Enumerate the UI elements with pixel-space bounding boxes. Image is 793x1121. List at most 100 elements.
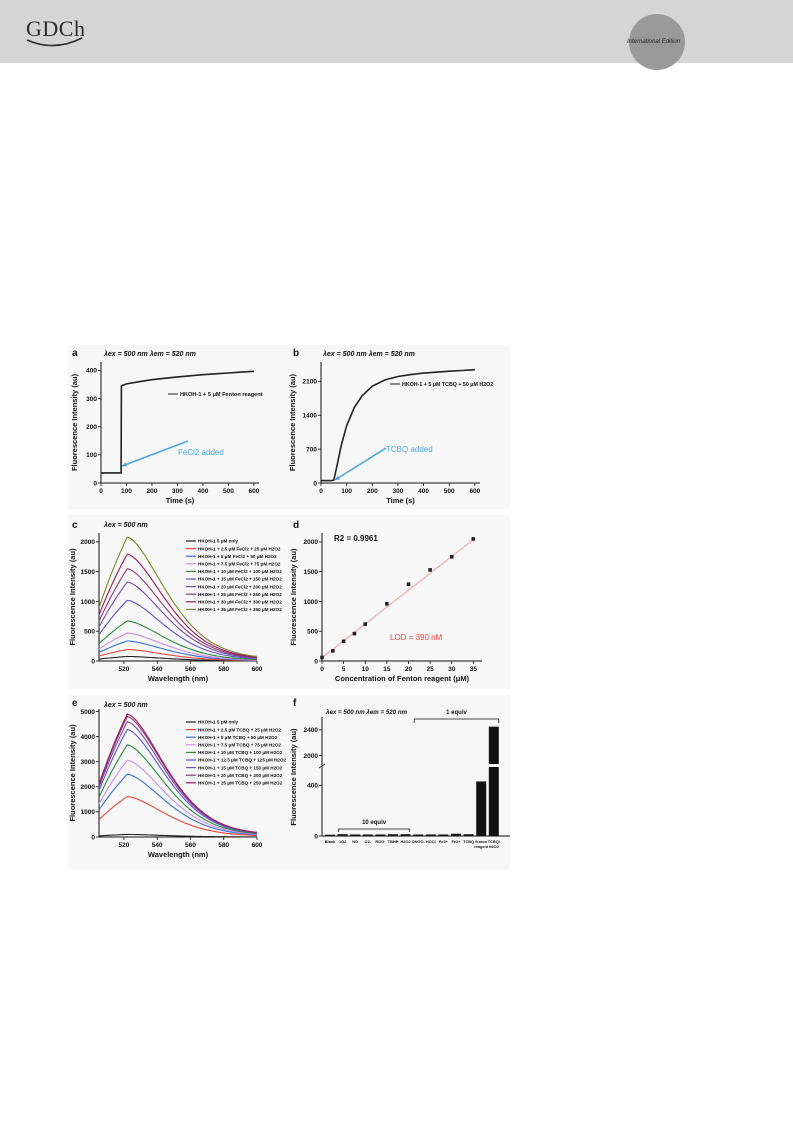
x-tick-label: 400 (418, 488, 429, 495)
x-tick-label: 540 (152, 666, 163, 673)
legend-label: HKOH-1 + 5 μM TCBQ + 50 μM H2O2 (198, 735, 278, 740)
data-point (471, 537, 476, 541)
legend-label: HKOH-1 + 20 μM TCBQ + 200 μM H2O2 (198, 773, 283, 778)
y-axis-label: Fluorescence Intensity (au) (289, 728, 298, 826)
data-point (449, 555, 454, 559)
y-axis-label: Fluorescence Intensity (au) (70, 373, 79, 471)
x-tick-label: 520 (119, 666, 130, 673)
category-label: O2- (365, 839, 372, 844)
category-label: ROO· (375, 839, 385, 844)
series-line (321, 368, 475, 482)
x-axis-label: Wavelength (nm) (148, 850, 209, 859)
annotation-label: FeCl2 added (178, 448, 224, 457)
bar (438, 834, 449, 836)
bar (400, 834, 411, 836)
spectrum-line (98, 632, 258, 661)
bar (337, 834, 348, 836)
x-tick-label: 400 (198, 488, 209, 495)
axis-break (318, 763, 326, 769)
x-tick-label: 35 (470, 666, 478, 673)
y-tick-label: 0 (314, 833, 318, 840)
legend-label: HKOH-1 + 20 μM FeCl2 + 200 μM H2O2 (198, 584, 282, 589)
annotation-label: TCBQ added (386, 445, 433, 454)
y-tick-label: 1500 (304, 569, 319, 576)
legend-label: HKOH-1 + 35 μM FeCl2 + 350 μM H2O2 (198, 607, 282, 612)
y-axis-label: Fluorescence Intensity (au) (68, 724, 77, 822)
spectrum-line (98, 648, 257, 662)
y-tick-label: 1000 (81, 599, 96, 606)
spectrum-line (98, 773, 258, 836)
x-tick-label: 600 (469, 488, 480, 495)
y-tick-label: 100 (86, 452, 97, 459)
y-tick-label: 2400 (304, 727, 319, 734)
legend-label: HKOH-1 + 2.5 μM FeCl2 + 25 μM H2O2 (198, 546, 281, 551)
x-tick-label: 200 (147, 488, 158, 495)
bar (463, 834, 474, 836)
x-tick-label: 580 (218, 842, 229, 849)
panel-letter: f (293, 698, 297, 709)
legend-label: HKOH-1 5 μM only (198, 720, 239, 725)
panel-letter: c (72, 520, 78, 531)
y-tick-label: 2000 (304, 539, 319, 546)
spectrum-line (98, 581, 258, 659)
x-tick-label: 300 (172, 488, 183, 495)
spectrum-line (98, 713, 258, 833)
gdch-logo-mark: GDCh (26, 16, 85, 47)
spectrum-line (98, 620, 258, 661)
y-tick-label: 0 (313, 480, 317, 487)
panel-letter: a (72, 348, 78, 359)
bar (413, 834, 424, 836)
y-tick-label: 400 (86, 368, 97, 375)
legend-label: HKOH-1 + 5 μM Fenton reagent (180, 392, 263, 398)
data-point (341, 639, 346, 644)
y-tick-label: 0 (91, 658, 95, 665)
spectrum-line (98, 640, 257, 661)
y-tick-label: 300 (86, 396, 97, 403)
y-tick-label: 2100 (303, 379, 318, 386)
panel-e: 520 540 560 580 600 0 1000 2000 3000 4000 5000 Wave… (68, 698, 287, 859)
category-label: H2O2 (401, 839, 412, 844)
y-tick-label: 400 (307, 783, 318, 790)
panel-letter: e (72, 698, 78, 709)
conditions-label: λex = 500 nm λem = 520 nm (322, 350, 415, 358)
x-axis-label: Wavelength (nm) (148, 674, 209, 683)
spectrum-line (98, 744, 258, 835)
legend-label: HKOH-1 + 15 μM TCBQ + 150 μM H2O2 (198, 765, 283, 770)
y-axis-label: Fluorescence Intensity (au) (289, 548, 298, 646)
x-axis-label: Concentration of Fenton reagent (μM) (335, 674, 470, 683)
y-tick-label: 0 (314, 658, 318, 665)
lod-label: LOD = 390 nM (390, 633, 443, 642)
y-tick-label: 500 (307, 629, 318, 636)
bar (362, 834, 373, 836)
spectrum-line (98, 553, 258, 658)
x-tick-label: 600 (252, 842, 263, 849)
spectrum-line (98, 796, 258, 837)
bar (388, 834, 398, 836)
x-tick-label: 540 (152, 842, 163, 849)
spectrum-line (98, 759, 258, 835)
data-point (331, 649, 335, 653)
x-tick-label: 0 (320, 666, 324, 673)
legend-label: HKOH-1 + 5 μM FeCl2 + 50 μM H2O2 (198, 554, 277, 559)
annotation-arrow-head (335, 475, 340, 480)
y-tick-label: 5000 (81, 709, 96, 716)
category-label: TCBQ (463, 839, 474, 844)
x-axis-label: Time (s) (386, 496, 415, 505)
conditions-label: λex = 500 nm (103, 521, 148, 529)
x-tick-label: 5 (342, 666, 346, 673)
y-tick-label: 0 (91, 834, 95, 841)
category-label: H2O2 (489, 844, 500, 849)
panel-d: 0 5 10 15 20 25 30 35 0 500 1000 1500 2000 Concentrat… (289, 520, 482, 683)
x-tick-label: 520 (119, 842, 130, 849)
bar (350, 834, 361, 836)
edition-label: International Edition (627, 39, 681, 45)
spectrum-line (98, 833, 257, 838)
data-point (406, 582, 411, 586)
spectrum-line (98, 728, 258, 834)
x-tick-label: 15 (383, 666, 391, 673)
bar (476, 781, 487, 836)
x-axis-label: Time (s) (166, 496, 195, 505)
fit-line (321, 539, 474, 659)
category-label: Fe3+ (439, 839, 449, 844)
